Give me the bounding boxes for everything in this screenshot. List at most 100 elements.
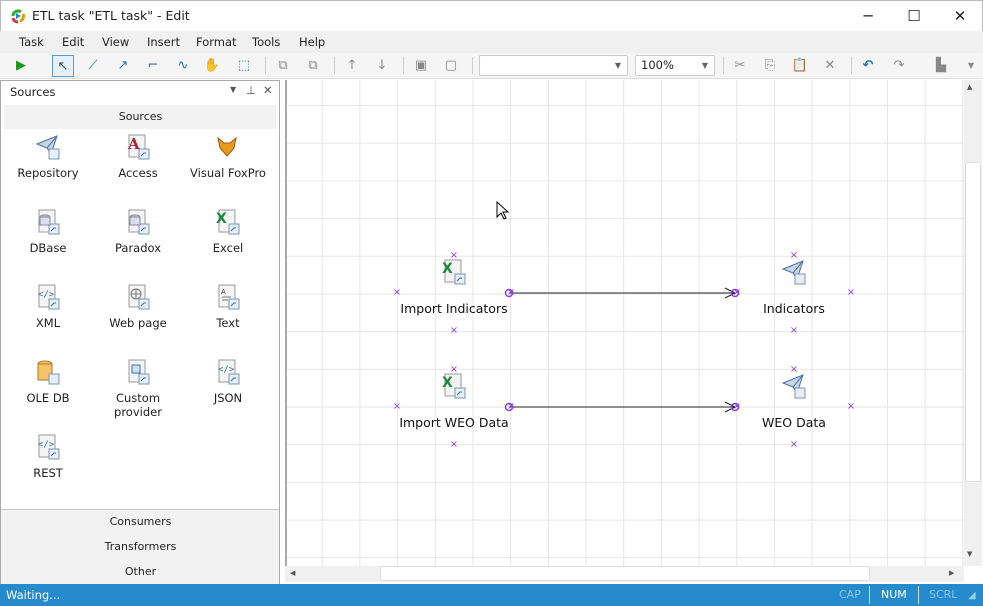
pin-icon[interactable]: ⊥ (246, 83, 257, 97)
anchor-point-icon[interactable]: × (449, 325, 459, 336)
source-item-repository[interactable]: Repository (3, 134, 93, 180)
svg-text:</>: </> (38, 290, 55, 300)
source-item-rest[interactable]: </> REST (3, 434, 93, 480)
panel-menu-icon[interactable]: ▼ (230, 85, 237, 94)
source-item-dbase[interactable]: DBase (3, 209, 93, 255)
run-icon[interactable]: ▶ (16, 58, 26, 73)
arrow-line-icon[interactable]: ↗ (117, 58, 129, 73)
anchor-point-icon[interactable]: × (789, 325, 799, 336)
panel-header: Sources ▼ ⊥ ✕ (1, 81, 279, 103)
anchor-point-icon[interactable]: × (846, 401, 856, 412)
source-item-ole-db[interactable]: OLE DB (3, 359, 93, 405)
repository-icon (781, 373, 807, 402)
minimize-button[interactable]: ─ (863, 7, 873, 25)
anchor-point-icon[interactable]: × (506, 287, 516, 298)
source-item-visual-foxpro[interactable]: Visual FoxPro (183, 134, 273, 180)
source-item-access[interactable]: A Access (93, 134, 183, 180)
vertical-scroll-thumb[interactable] (965, 162, 981, 482)
anchor-point-icon[interactable]: × (449, 439, 459, 450)
excel-icon: X (441, 373, 467, 402)
menu-insert[interactable]: Insert (147, 35, 180, 49)
redo-icon[interactable]: ↷ (893, 58, 905, 73)
source-item-paradox[interactable]: Paradox (93, 209, 183, 255)
source-item-excel[interactable]: X Excel (183, 209, 273, 255)
group-transformers[interactable]: Transformers (4, 535, 277, 559)
anchor-point-icon[interactable]: × (449, 364, 459, 375)
anchor-point-icon[interactable]: × (789, 439, 799, 450)
anchor-point-icon[interactable]: × (789, 250, 799, 261)
source-item-text[interactable]: A Text (183, 284, 273, 330)
style-combo[interactable]: ▼ (479, 55, 628, 76)
anchor-point-icon[interactable]: × (732, 287, 742, 298)
cut-icon[interactable]: ✂ (734, 58, 746, 73)
align-icon[interactable]: ▙ (936, 58, 946, 73)
menu-tools[interactable]: Tools (252, 35, 281, 49)
resize-grip-icon[interactable]: ◢ (968, 590, 976, 601)
source-item-xml[interactable]: </> XML (3, 284, 93, 330)
horizontal-scrollbar[interactable]: ◀ ▶ (285, 566, 964, 582)
scroll-right-icon[interactable]: ▶ (949, 569, 955, 577)
maximize-button[interactable]: ☐ (907, 7, 921, 25)
paste-icon[interactable]: 📋 (791, 58, 809, 73)
menu-edit[interactable]: Edit (62, 35, 85, 49)
scroll-up-icon[interactable]: ▲ (967, 83, 973, 91)
diagram-canvas[interactable]: X Import Indicators × × × × Indicators × × × × X Imp… (285, 80, 964, 566)
anchor-point-icon[interactable]: × (789, 364, 799, 375)
group-icon[interactable]: ▣ (414, 58, 428, 73)
scroll-down-icon[interactable]: ▼ (967, 550, 973, 558)
bring-front-icon[interactable]: ⧉ (278, 58, 288, 73)
scroll-left-icon[interactable]: ◀ (290, 569, 296, 577)
elbow-line-icon[interactable]: ⌐ (147, 58, 159, 73)
source-item-label: JSON (213, 391, 243, 405)
source-item-custom-provider[interactable]: Custom provider (93, 359, 183, 419)
ungroup-icon[interactable]: ▢ (444, 58, 458, 73)
connector-1[interactable] (504, 287, 740, 299)
svg-text:A: A (127, 135, 140, 153)
line-icon[interactable]: ⟋ (88, 58, 98, 73)
move-up-icon[interactable]: ↑ (346, 58, 358, 73)
separator (403, 57, 404, 74)
zoom-combo[interactable]: 100% ▼ (635, 55, 715, 76)
close-button[interactable]: ✕ (953, 7, 967, 25)
delete-icon[interactable]: ✕ (824, 58, 836, 73)
chevron-down-icon[interactable]: ▼ (967, 61, 975, 70)
group-other[interactable]: Other (4, 560, 277, 584)
foxpro-icon (215, 134, 241, 160)
menu-help[interactable]: Help (299, 35, 326, 49)
paradox-icon (125, 209, 151, 235)
node-label: WEO Data (762, 415, 826, 430)
vertical-scrollbar[interactable]: ▲ ▼ (964, 80, 982, 566)
repository-icon (781, 259, 807, 288)
anchor-point-icon[interactable]: × (449, 250, 459, 261)
source-item-label: OLE DB (26, 391, 70, 405)
group-consumers[interactable]: Consumers (4, 510, 277, 534)
excel-icon: X (441, 259, 467, 288)
scrl-indicator: SCRL (929, 588, 958, 601)
curve-line-icon[interactable]: ∿ (177, 58, 189, 73)
menu-format[interactable]: Format (196, 35, 237, 49)
move-down-icon[interactable]: ↓ (376, 58, 388, 73)
source-item-web-page[interactable]: Web page (93, 284, 183, 330)
anchor-point-icon[interactable]: × (506, 401, 516, 412)
node-label: Indicators (763, 301, 825, 316)
undo-icon[interactable]: ↶ (862, 58, 874, 73)
panel-close-icon[interactable]: ✕ (263, 83, 273, 97)
anchor-point-icon[interactable]: × (846, 287, 856, 298)
menu-task[interactable]: Task (19, 35, 44, 49)
source-item-json[interactable]: </> JSON (183, 359, 273, 405)
anchor-point-icon[interactable]: × (732, 401, 742, 412)
send-back-icon[interactable]: ⧉ (308, 58, 318, 73)
source-item-label: Visual FoxPro (190, 166, 266, 180)
node-label: Import Indicators (400, 301, 508, 316)
pointer-icon[interactable]: ↖ (52, 55, 74, 77)
connector-2[interactable] (504, 401, 740, 413)
anchor-point-icon[interactable]: × (392, 287, 402, 298)
hand-icon[interactable]: ✋ (203, 58, 221, 73)
select-area-icon[interactable]: ⬚ (237, 58, 251, 73)
group-sources[interactable]: Sources (4, 105, 277, 129)
node-label: Import WEO Data (399, 415, 509, 430)
menu-view[interactable]: View (102, 35, 130, 49)
horizontal-scroll-thumb[interactable] (380, 566, 870, 581)
copy-icon[interactable]: ⎘ (764, 58, 776, 73)
anchor-point-icon[interactable]: × (392, 401, 402, 412)
